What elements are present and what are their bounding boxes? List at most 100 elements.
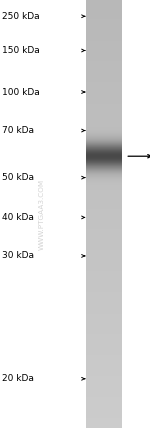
Bar bbox=[86, 309, 122, 310]
Bar bbox=[86, 26, 122, 27]
Bar bbox=[86, 348, 122, 349]
Bar bbox=[86, 194, 122, 195]
Bar bbox=[86, 11, 122, 12]
Bar bbox=[86, 101, 122, 102]
Bar bbox=[86, 123, 122, 124]
Bar bbox=[86, 187, 122, 188]
Bar bbox=[86, 56, 122, 57]
Bar bbox=[86, 89, 122, 90]
Bar bbox=[86, 276, 122, 277]
Bar bbox=[86, 153, 122, 154]
Bar bbox=[86, 124, 122, 125]
Bar bbox=[86, 0, 122, 1]
Bar bbox=[86, 140, 122, 141]
Bar bbox=[86, 427, 122, 428]
Bar bbox=[86, 171, 122, 172]
Bar bbox=[86, 151, 122, 152]
Bar bbox=[86, 271, 122, 272]
Bar bbox=[86, 181, 122, 182]
Bar bbox=[86, 259, 122, 260]
Bar bbox=[86, 339, 122, 340]
Bar bbox=[86, 203, 122, 205]
Bar bbox=[86, 279, 122, 280]
Bar bbox=[86, 16, 122, 17]
Bar bbox=[86, 57, 122, 58]
Bar bbox=[86, 323, 122, 324]
Bar bbox=[86, 273, 122, 274]
Text: 40 kDa: 40 kDa bbox=[2, 213, 33, 222]
Bar bbox=[86, 245, 122, 246]
Bar bbox=[86, 365, 122, 366]
Bar bbox=[86, 326, 122, 327]
Bar bbox=[86, 384, 122, 385]
Bar bbox=[86, 230, 122, 231]
Bar bbox=[86, 240, 122, 241]
Bar bbox=[86, 355, 122, 356]
Bar bbox=[86, 222, 122, 223]
Bar bbox=[86, 192, 122, 193]
Bar bbox=[86, 71, 122, 73]
Bar bbox=[86, 73, 122, 74]
Bar bbox=[86, 411, 122, 412]
Bar bbox=[86, 63, 122, 64]
Bar bbox=[86, 60, 122, 61]
Bar bbox=[86, 232, 122, 233]
Bar bbox=[86, 389, 122, 390]
Bar bbox=[86, 132, 122, 133]
Bar bbox=[86, 412, 122, 413]
Bar bbox=[86, 33, 122, 34]
Bar bbox=[86, 272, 122, 273]
Bar bbox=[86, 415, 122, 416]
Bar bbox=[86, 51, 122, 53]
Bar bbox=[86, 392, 122, 393]
Bar bbox=[86, 294, 122, 295]
Bar bbox=[86, 158, 122, 160]
Bar bbox=[86, 248, 122, 249]
Bar bbox=[86, 193, 122, 194]
Bar bbox=[86, 195, 122, 196]
Bar bbox=[86, 386, 122, 387]
Bar bbox=[86, 205, 122, 206]
Bar bbox=[86, 319, 122, 320]
Bar bbox=[86, 231, 122, 232]
Bar bbox=[86, 420, 122, 422]
Bar bbox=[86, 39, 122, 40]
Bar bbox=[86, 318, 122, 319]
Bar bbox=[86, 368, 122, 369]
Bar bbox=[86, 410, 122, 411]
Bar bbox=[86, 307, 122, 308]
Bar bbox=[86, 93, 122, 94]
Bar bbox=[86, 176, 122, 178]
Bar bbox=[86, 356, 122, 357]
Bar bbox=[86, 40, 122, 41]
Bar bbox=[86, 7, 122, 9]
Bar bbox=[86, 419, 122, 420]
Bar bbox=[86, 66, 122, 67]
Bar bbox=[86, 113, 122, 115]
Bar bbox=[86, 280, 122, 282]
Bar bbox=[86, 41, 122, 42]
Bar bbox=[86, 197, 122, 198]
Bar bbox=[86, 286, 122, 287]
Bar bbox=[86, 347, 122, 348]
Bar bbox=[86, 256, 122, 257]
Bar bbox=[86, 325, 122, 326]
Bar bbox=[86, 268, 122, 269]
Bar bbox=[86, 374, 122, 376]
Bar bbox=[86, 34, 122, 36]
Bar bbox=[86, 317, 122, 318]
Bar bbox=[86, 238, 122, 239]
Bar bbox=[86, 243, 122, 244]
Bar bbox=[86, 337, 122, 338]
Bar bbox=[86, 316, 122, 317]
Bar bbox=[86, 59, 122, 60]
Bar bbox=[86, 322, 122, 323]
Bar bbox=[86, 76, 122, 77]
Bar bbox=[86, 168, 122, 169]
Bar bbox=[86, 376, 122, 377]
Bar bbox=[86, 225, 122, 226]
Bar bbox=[86, 338, 122, 339]
Bar bbox=[86, 65, 122, 66]
Bar bbox=[86, 285, 122, 286]
Bar bbox=[86, 47, 122, 48]
